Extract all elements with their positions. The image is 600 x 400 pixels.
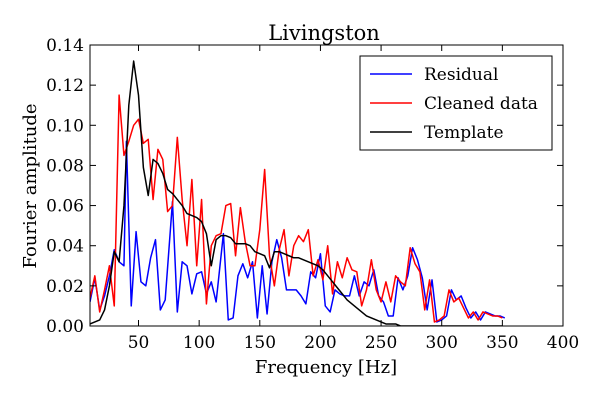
x-axis-label: Frequency [Hz] — [255, 357, 397, 378]
legend-label: Template — [424, 123, 504, 143]
chart-title: Livingston — [268, 21, 380, 45]
y-tick-label: 0.08 — [46, 156, 84, 176]
series-line-template — [90, 60, 503, 326]
y-axis-ticks: 0.00 0.02 0.04 0.06 0.08 0.10 0.12 0.14 — [46, 36, 563, 337]
y-tick-label: 0.06 — [46, 197, 84, 217]
y-tick-label: 0.14 — [46, 36, 84, 56]
legend-label: Cleaned data — [424, 94, 538, 114]
series-layer — [90, 60, 506, 326]
x-tick-label: 150 — [244, 333, 276, 353]
y-axis-label: Fourier amplitude — [20, 103, 41, 268]
x-tick-label: 250 — [365, 333, 397, 353]
x-tick-label: 300 — [425, 333, 457, 353]
y-tick-label: 0.00 — [46, 317, 84, 337]
plot-frame — [89, 44, 564, 327]
y-tick-label: 0.12 — [46, 76, 84, 96]
legend: Residual Cleaned data Template — [359, 55, 553, 151]
x-tick-label: 400 — [547, 333, 579, 353]
legend-label: Residual — [424, 65, 498, 85]
y-tick-label: 0.10 — [46, 116, 84, 136]
x-axis-ticks: 50 100 150 200 250 300 350 400 — [128, 45, 579, 353]
y-tick-label: 0.02 — [46, 277, 84, 297]
x-tick-label: 50 — [128, 333, 150, 353]
series-line-cleaned-data — [90, 94, 503, 323]
x-tick-label: 100 — [183, 333, 215, 353]
x-tick-label: 200 — [304, 333, 336, 353]
y-tick-label: 0.04 — [46, 237, 84, 257]
x-tick-label: 350 — [486, 333, 518, 353]
series-line-residual — [90, 140, 506, 323]
